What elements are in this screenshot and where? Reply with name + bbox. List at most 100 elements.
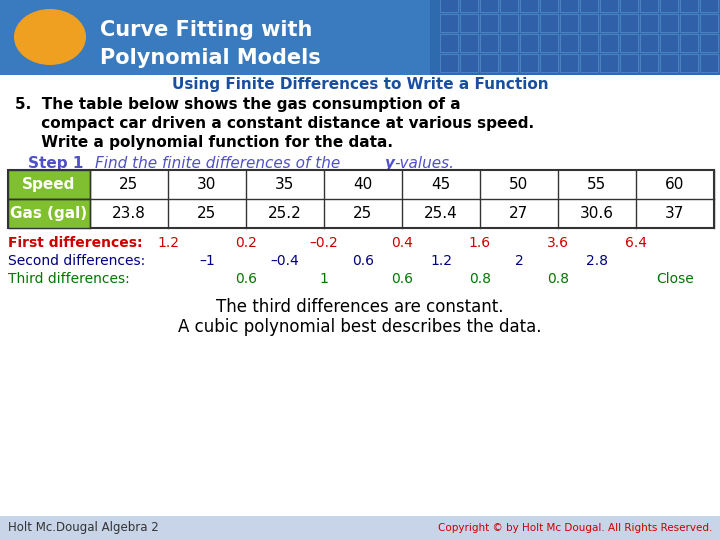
Text: 1: 1 [320, 272, 328, 286]
Text: 45: 45 [431, 177, 451, 192]
Bar [680, 0, 698, 12]
Text: 25: 25 [120, 177, 139, 192]
Text: -values.: -values. [394, 156, 454, 171]
Text: 0.6: 0.6 [391, 272, 413, 286]
Text: Speed: Speed [22, 177, 76, 192]
Bar [600, 54, 618, 72]
Bar [480, 0, 498, 12]
Bar [600, 34, 618, 52]
Bar [580, 14, 598, 32]
Text: 50: 50 [509, 177, 528, 192]
Bar [620, 54, 638, 72]
Bar [640, 54, 658, 72]
Text: 0.8: 0.8 [469, 272, 491, 286]
Text: 5.  The table below shows the gas consumption of a: 5. The table below shows the gas consump… [15, 97, 461, 112]
Text: 0.6: 0.6 [235, 272, 257, 286]
Text: 6.4: 6.4 [625, 236, 647, 250]
Text: 25: 25 [197, 206, 217, 221]
Text: 25: 25 [354, 206, 373, 221]
Bar [640, 34, 658, 52]
Bar [440, 34, 458, 52]
Bar [560, 0, 578, 12]
Text: 30: 30 [197, 177, 217, 192]
Bar [480, 54, 498, 72]
Bar [480, 14, 498, 32]
Text: Step 1: Step 1 [28, 156, 84, 171]
Bar [540, 0, 558, 12]
Bar [8, 170, 90, 199]
Bar [0, 516, 720, 540]
Text: 0.6: 0.6 [352, 254, 374, 268]
Bar [500, 0, 518, 12]
Bar [640, 14, 658, 32]
Bar [660, 34, 678, 52]
Bar [500, 54, 518, 72]
Text: y: y [385, 156, 395, 171]
Text: Second differences:: Second differences: [8, 254, 145, 268]
Bar [8, 170, 714, 228]
Text: Find the finite differences of the: Find the finite differences of the [95, 156, 345, 171]
Bar [520, 14, 538, 32]
Text: 1.2: 1.2 [430, 254, 452, 268]
Bar [560, 34, 578, 52]
Text: 2: 2 [515, 254, 523, 268]
Bar [660, 0, 678, 12]
Text: Holt Mc.Dougal Algebra 2: Holt Mc.Dougal Algebra 2 [8, 522, 158, 535]
Bar [660, 14, 678, 32]
Text: 60: 60 [665, 177, 685, 192]
Text: 40: 40 [354, 177, 373, 192]
Bar [460, 0, 478, 12]
Text: 55: 55 [588, 177, 607, 192]
Text: 25.2: 25.2 [268, 206, 302, 221]
Bar [560, 14, 578, 32]
Bar [700, 54, 718, 72]
Bar [540, 34, 558, 52]
Bar [520, 34, 538, 52]
Text: 25.4: 25.4 [424, 206, 458, 221]
Bar [660, 54, 678, 72]
Text: Third differences:: Third differences: [8, 272, 130, 286]
Bar [460, 14, 478, 32]
Bar [700, 0, 718, 12]
Text: A cubic polynomial best describes the data.: A cubic polynomial best describes the da… [179, 318, 541, 336]
Bar [440, 14, 458, 32]
Text: 35: 35 [275, 177, 294, 192]
Text: 23.8: 23.8 [112, 206, 146, 221]
Text: 3.6: 3.6 [547, 236, 569, 250]
Bar [0, 0, 720, 75]
Text: 1.2: 1.2 [157, 236, 179, 250]
Bar [620, 0, 638, 12]
Bar [640, 0, 658, 12]
Text: First differences:: First differences: [8, 236, 143, 250]
Text: 0.8: 0.8 [547, 272, 569, 286]
Text: Close: Close [656, 272, 694, 286]
Ellipse shape [14, 9, 86, 65]
Bar [680, 54, 698, 72]
Text: Write a polynomial function for the data.: Write a polynomial function for the data… [15, 135, 393, 150]
Bar [520, 54, 538, 72]
Bar [540, 14, 558, 32]
Bar [700, 14, 718, 32]
Bar [460, 34, 478, 52]
Text: Using Finite Differences to Write a Function: Using Finite Differences to Write a Func… [171, 77, 549, 92]
Text: The third differences are constant.: The third differences are constant. [216, 298, 504, 316]
Text: compact car driven a constant distance at various speed.: compact car driven a constant distance a… [15, 116, 534, 131]
Bar [440, 54, 458, 72]
Bar [580, 34, 598, 52]
Bar [440, 0, 458, 12]
Text: 27: 27 [509, 206, 528, 221]
Text: 37: 37 [665, 206, 685, 221]
Bar [8, 199, 90, 228]
Bar [540, 54, 558, 72]
Bar [600, 14, 618, 32]
Bar [500, 14, 518, 32]
Bar [580, 54, 598, 72]
Bar [430, 0, 720, 75]
Bar [460, 54, 478, 72]
Bar [620, 14, 638, 32]
Text: Copyright © by Holt Mc Dougal. All Rights Reserved.: Copyright © by Holt Mc Dougal. All Right… [438, 523, 712, 533]
Text: 1.6: 1.6 [469, 236, 491, 250]
Text: 0.2: 0.2 [235, 236, 257, 250]
Text: –1: –1 [199, 254, 215, 268]
Bar [620, 34, 638, 52]
